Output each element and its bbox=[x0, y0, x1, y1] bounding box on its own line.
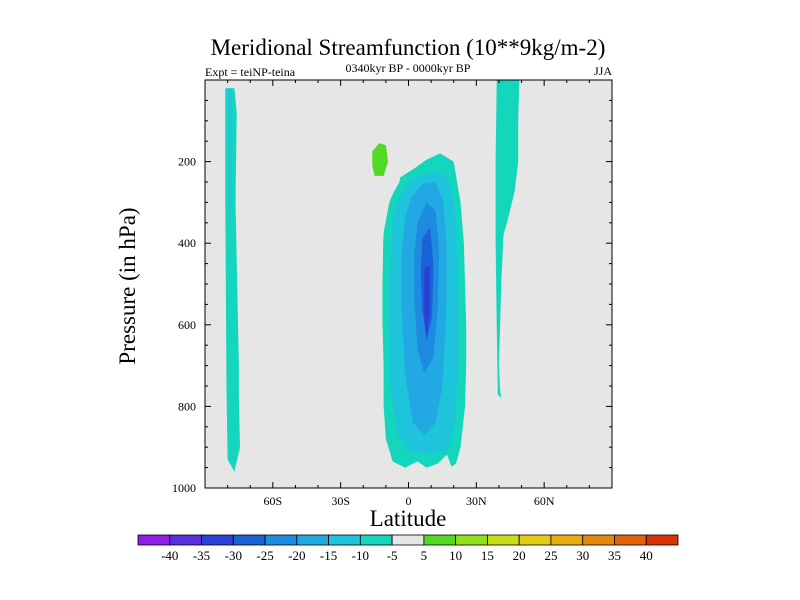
colorbar-swatch bbox=[455, 534, 488, 546]
colorbar-swatch bbox=[296, 534, 329, 546]
x-tick-label: 30S bbox=[331, 494, 350, 508]
colorbar-swatch bbox=[487, 534, 520, 546]
y-axis-ticks: 200 400 600 800 1000 bbox=[172, 79, 612, 495]
x-tick-label: 0 bbox=[406, 494, 412, 508]
chart-title: Meridional Streamfunction (10**9kg/m-2) bbox=[211, 35, 606, 60]
colorbar-level-label: 5 bbox=[421, 548, 428, 563]
colorbar-swatch bbox=[423, 534, 457, 546]
colorbar-level-label: -10 bbox=[352, 548, 369, 563]
y-tick-label: 200 bbox=[178, 155, 196, 169]
colorbar-level-label: -15 bbox=[320, 548, 337, 563]
colorbar-swatch bbox=[232, 534, 266, 546]
colorbar-level-label: -30 bbox=[225, 548, 242, 563]
colorbar-level-label: 10 bbox=[449, 548, 462, 563]
colorbar-swatch bbox=[359, 534, 393, 546]
colorbar-level-label: 20 bbox=[513, 548, 526, 563]
chart-left-label: Expt = teiNP-teina bbox=[205, 65, 296, 79]
colorbar-level-label: -25 bbox=[256, 548, 273, 563]
contour-region-upper-tropical-stalk-right bbox=[409, 80, 417, 129]
contour-region-tropical-cell-level-30 bbox=[424, 265, 430, 337]
x-tick-label: 30N bbox=[466, 494, 487, 508]
colorbar-level-label: -5 bbox=[387, 548, 398, 563]
colorbar-swatch bbox=[582, 534, 615, 546]
colorbar-swatch bbox=[645, 534, 679, 546]
plot-area: 200 400 600 800 1000 60S 30S 0 30N 60N bbox=[172, 79, 613, 508]
colorbar-swatch bbox=[391, 534, 425, 546]
colorbar-swatch bbox=[518, 534, 552, 546]
y-tick-label: 400 bbox=[178, 236, 196, 250]
y-tick-label: 1000 bbox=[172, 481, 196, 495]
colorbar-level-label: -35 bbox=[193, 548, 210, 563]
contour-region-nh-subpolar-positive-upper bbox=[532, 80, 551, 211]
colorbar-level-label: -40 bbox=[161, 548, 178, 563]
x-tick-label: 60S bbox=[263, 494, 282, 508]
contour-region-nh-midlatitude-cell-top bbox=[495, 80, 520, 399]
colorbar-swatch bbox=[169, 534, 202, 546]
y-axis-label: Pressure (in hPa) bbox=[115, 207, 140, 364]
chart-subtitle: 0340kyr BP - 0000kyr BP bbox=[346, 61, 471, 75]
colorbar-level-label: 15 bbox=[481, 548, 494, 563]
colorbar-level-label: 40 bbox=[640, 548, 653, 563]
chart-right-label: JJA bbox=[594, 64, 612, 78]
colorbar-level-label: 35 bbox=[608, 548, 621, 563]
colorbar-swatch bbox=[137, 534, 171, 546]
contour-regions bbox=[225, 80, 595, 472]
colorbar-level-label: 30 bbox=[576, 548, 589, 563]
y-tick-label: 800 bbox=[178, 399, 196, 413]
contour-region-nh-subpolar-positive-main bbox=[522, 80, 551, 450]
colorbar-swatch bbox=[614, 534, 647, 546]
colorbar-level-label: 25 bbox=[544, 548, 557, 563]
contour-region-upper-tropical-positive-left-inner bbox=[372, 143, 389, 176]
colorbar-level-label: -20 bbox=[288, 548, 305, 563]
colorbar-swatch bbox=[201, 534, 234, 546]
x-axis-label: Latitude bbox=[370, 506, 447, 531]
y-tick-label: 600 bbox=[178, 318, 196, 332]
contour-region-southern-sh-cell-inner bbox=[228, 88, 233, 223]
colorbar-swatch bbox=[264, 534, 298, 546]
colorbar-swatch bbox=[328, 534, 361, 546]
colorbar-swatch bbox=[550, 534, 584, 546]
contour-region-upper-tropical-positive-mid bbox=[402, 122, 425, 158]
contour-region-upper-tropical-stalk-left bbox=[387, 80, 394, 133]
x-tick-label: 60N bbox=[534, 494, 555, 508]
contour-region-nh-high-latitude-thin-positive bbox=[592, 218, 595, 366]
colorbar: -40 -35 -30 -25 -20 -15 -10 -5 5 10 15 20 25 30 35 40 bbox=[137, 534, 679, 563]
x-axis-ticks: 60S 30S 0 30N 60N bbox=[204, 80, 613, 508]
